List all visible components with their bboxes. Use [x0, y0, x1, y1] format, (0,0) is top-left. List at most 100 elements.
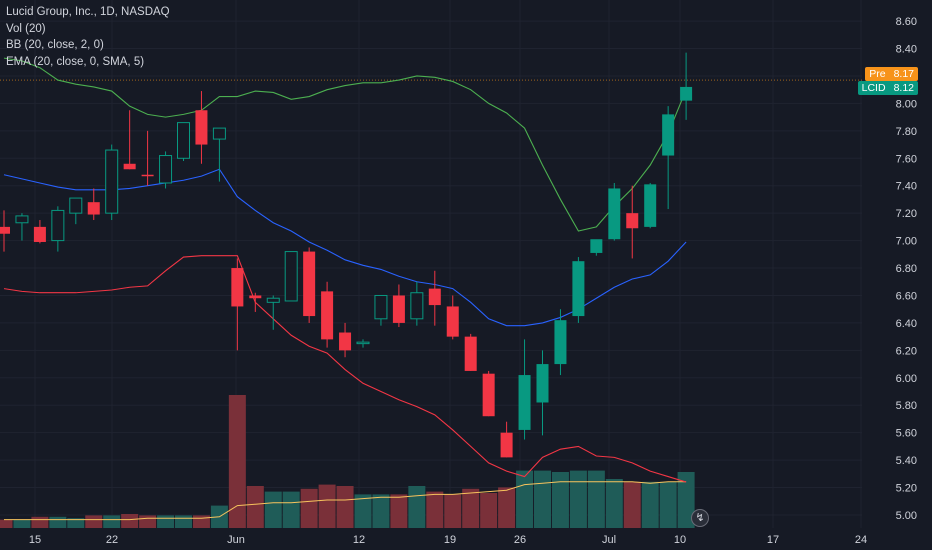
price-tick-label: 6.80 — [896, 263, 917, 275]
volume-bars — [0, 395, 695, 528]
price-tick-label: 6.20 — [896, 345, 917, 357]
candle-body — [69, 197, 83, 214]
candle-body — [590, 239, 603, 253]
volume-bar — [354, 494, 372, 528]
volume-bar — [444, 494, 462, 528]
price-tick-label: 5.40 — [896, 455, 917, 467]
volume-bar — [587, 470, 605, 528]
candle-body — [500, 432, 513, 458]
candle-body — [15, 215, 29, 224]
lightning-icon[interactable]: ↯ — [691, 509, 709, 527]
volume-bar — [300, 488, 318, 528]
volume-bar — [498, 487, 516, 528]
candle-body — [105, 149, 119, 214]
volume-bar — [246, 486, 264, 528]
candle-body — [626, 213, 639, 229]
volume-bar — [623, 481, 641, 528]
time-tick-label: 15 — [29, 534, 41, 546]
price-tick-label: 6.00 — [896, 373, 917, 385]
candle-body — [482, 373, 495, 417]
time-tick-label: 12 — [353, 534, 365, 546]
time-tick-label: 22 — [106, 534, 118, 546]
candle-body — [195, 110, 208, 145]
price-tick-label: 8.40 — [896, 44, 917, 56]
volume-ma-line — [4, 481, 687, 521]
price-tick-label: 6.60 — [896, 290, 917, 302]
volume-bar — [318, 484, 336, 528]
candle-body — [554, 320, 567, 365]
candle-body — [536, 364, 549, 403]
candle-body — [356, 341, 370, 345]
volume-bar — [408, 486, 426, 528]
volume-bar — [49, 516, 67, 528]
candle-body — [446, 306, 459, 337]
candle-body — [249, 295, 262, 299]
candle-body — [644, 184, 657, 227]
volume-bar — [0, 519, 13, 528]
candle-body — [123, 163, 136, 170]
chart-legend: Lucid Group, Inc., 1D, NASDAQ Vol (20) B… — [6, 4, 170, 70]
price-tick-label: 5.20 — [896, 483, 917, 495]
candle-body — [0, 226, 10, 234]
volume-bar — [85, 515, 103, 528]
price-tick-label: 5.80 — [896, 400, 917, 412]
volume-bar — [264, 491, 282, 528]
candle-body — [212, 127, 226, 140]
volume-bar — [659, 481, 677, 528]
volume-bar — [372, 494, 390, 528]
price-tick-label: 7.00 — [896, 236, 917, 248]
volume-bar — [462, 488, 480, 528]
candle-body — [339, 332, 352, 351]
candle-body — [87, 202, 100, 215]
time-tick-label: Jun — [227, 534, 245, 546]
candle-body — [464, 336, 477, 371]
volume-bar — [103, 515, 121, 528]
time-tick-label: 24 — [855, 534, 867, 546]
candle-body — [662, 114, 675, 156]
last-price-value: 8.12 — [893, 82, 914, 94]
volume-bar — [677, 472, 695, 528]
volume-bar — [641, 481, 659, 528]
candle-body — [284, 251, 298, 302]
price-axis[interactable]: 5.00 5.20 5.40 5.60 5.80 6.00 6.20 6.40 6.60 6.80… — [896, 16, 917, 522]
candle-body — [680, 86, 693, 101]
price-tick-label: 8.60 — [896, 16, 917, 28]
candle-body — [321, 291, 334, 340]
last-price-tag: LCID 8.12 — [857, 81, 918, 95]
time-axis[interactable]: 15 22 Jun 12 19 26 Jul 10 17 24 — [29, 534, 867, 546]
volume-bar — [121, 514, 139, 528]
symbol-title[interactable]: Lucid Group, Inc., 1D, NASDAQ — [6, 6, 170, 18]
bollinger-indicator-label[interactable]: BB (20, close, 2, 0) — [6, 39, 104, 51]
time-tick-label: 19 — [444, 534, 456, 546]
volume-bar — [480, 493, 498, 528]
volume-bar — [516, 470, 534, 528]
bb-lower-line — [3, 255, 687, 483]
candle-body — [410, 292, 424, 320]
volume-bar — [336, 486, 354, 528]
price-tick-label: 7.20 — [896, 208, 917, 220]
grid-lines — [0, 0, 862, 528]
volume-bar — [551, 472, 569, 528]
volume-bar — [282, 491, 300, 528]
candle-body — [572, 261, 585, 317]
candle-body — [51, 209, 65, 242]
candle-body — [177, 122, 190, 159]
premarket-label: Pre — [869, 68, 886, 80]
volume-indicator-label[interactable]: Vol (20) — [6, 22, 46, 35]
time-tick-label: 17 — [767, 534, 779, 546]
price-tick-label: 7.60 — [896, 153, 917, 165]
candle-body — [518, 375, 531, 430]
price-tick-label: 5.60 — [896, 428, 917, 440]
price-tick-label: 5.00 — [896, 510, 917, 522]
time-tick-label: 10 — [674, 534, 686, 546]
price-tick-label: 7.80 — [896, 126, 917, 138]
time-tick-label: Jul — [602, 534, 616, 546]
volume-bar — [31, 516, 49, 528]
price-tick-label: 7.40 — [896, 181, 917, 193]
volume-bar — [67, 518, 85, 528]
ema-indicator-label[interactable]: EMA (20, close, 0, SMA, 5) — [6, 55, 145, 68]
time-tick-label: 26 — [514, 534, 526, 546]
volume-bar — [139, 515, 157, 528]
candle-body — [608, 188, 621, 240]
